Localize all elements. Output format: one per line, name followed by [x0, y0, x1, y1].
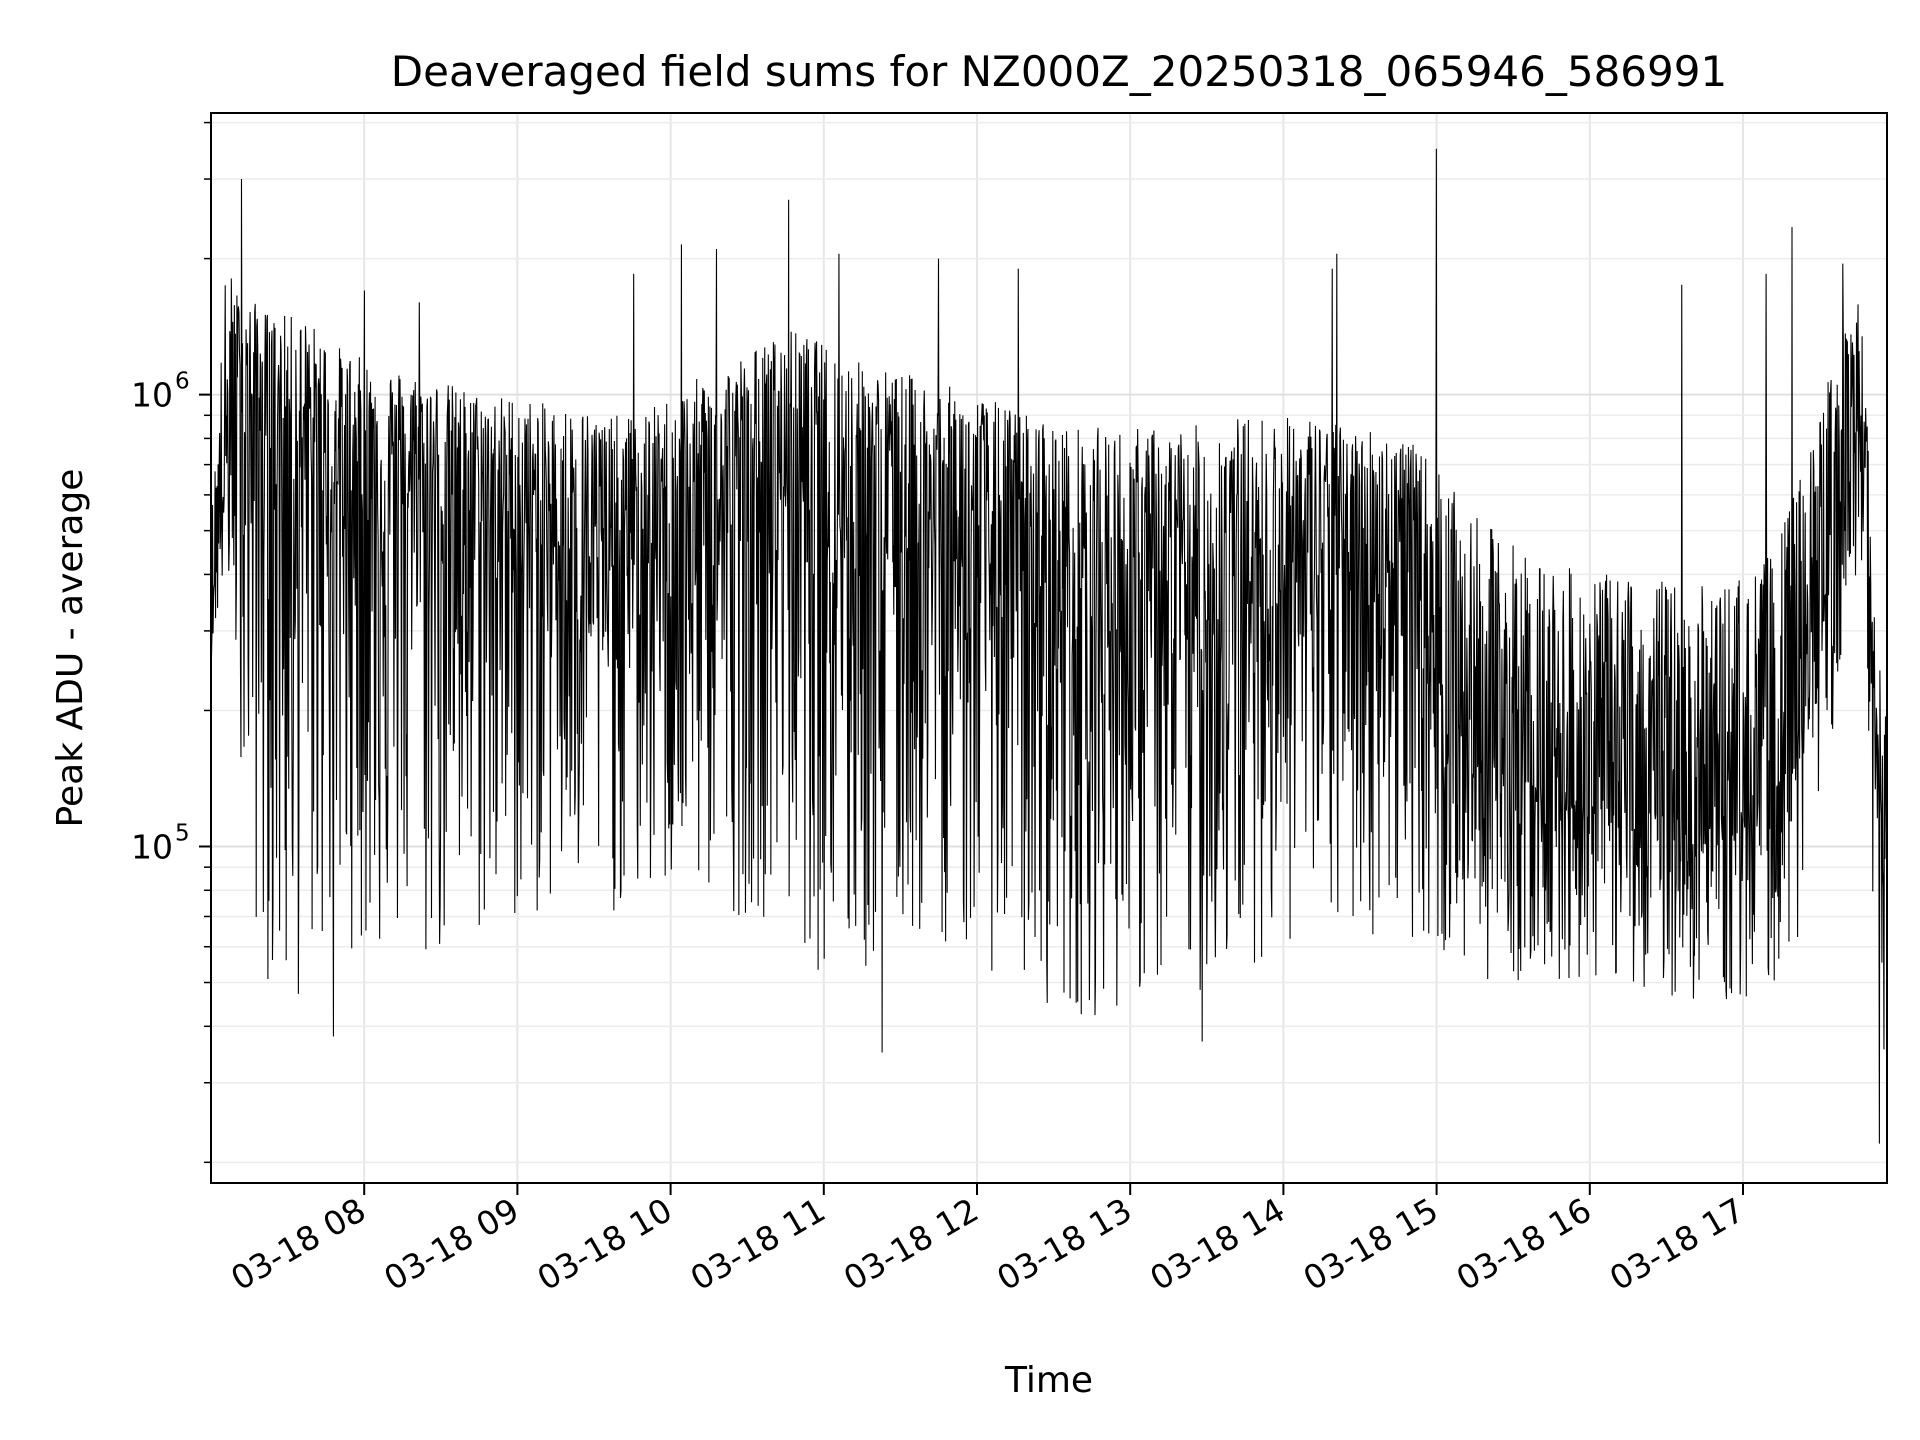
data-series	[210, 148, 1888, 1144]
y-tick-label-1: 10	[131, 376, 173, 415]
y-axis-label: Peak ADU - average	[50, 469, 91, 828]
y-tick-label-exp-0: 5	[175, 820, 190, 846]
plot-frame	[210, 112, 1888, 1184]
x-axis-label: Time	[1004, 1360, 1093, 1401]
y-tick-label-exp-1: 6	[175, 369, 190, 395]
series-line	[210, 148, 1888, 1144]
y-tick-label-0: 10	[131, 827, 173, 866]
chart-title: Deaveraged field sums for NZ000Z_2025031…	[391, 47, 1727, 96]
